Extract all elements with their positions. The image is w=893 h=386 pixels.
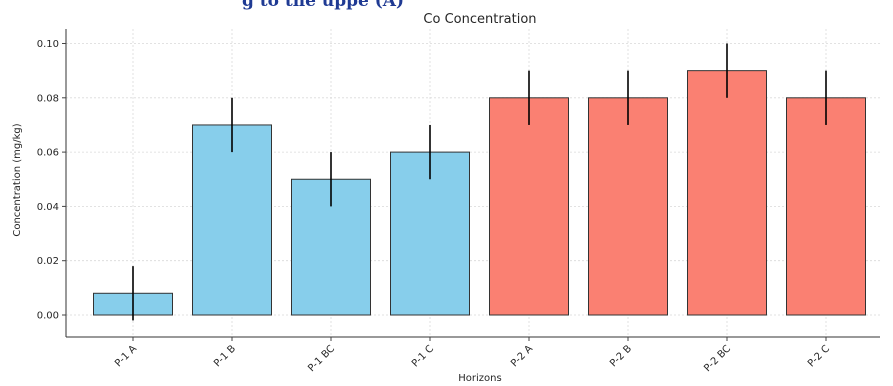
header-fragment-text: g to the uppe (A) xyxy=(242,0,405,11)
x-tick-label: P-1 C xyxy=(410,343,436,369)
y-axis-label: Concentration (mg/kg) xyxy=(12,123,23,236)
bar-p-2-bc xyxy=(687,70,767,316)
y-tick-label: 0.00 xyxy=(37,311,59,322)
x-tick-label: P-2 BC xyxy=(702,343,733,374)
bar-p-2-a xyxy=(489,97,569,316)
header-fragment: g to the uppe (A) xyxy=(0,0,893,14)
bar-p-1-b xyxy=(192,124,272,316)
x-tick-label: P-2 A xyxy=(509,343,535,369)
y-tick-label: 0.06 xyxy=(37,148,59,159)
chart-title: Co Concentration xyxy=(423,12,536,27)
bars-layer xyxy=(93,70,866,316)
axes-layer xyxy=(65,29,880,338)
x-tick-label: P-2 B xyxy=(608,343,634,369)
x-tick-label: P-2 C xyxy=(806,343,832,369)
x-tick-label: P-1 BC xyxy=(306,343,337,374)
bar-p-2-c xyxy=(786,97,866,316)
x-axis-label: Horizons xyxy=(458,373,501,384)
x-tick-label: P-1 B xyxy=(212,343,238,369)
y-tick-label: 0.02 xyxy=(37,256,59,267)
x-tick-label: P-1 A xyxy=(113,343,139,369)
error-bars-layer xyxy=(132,43,827,321)
y-tick-label: 0.10 xyxy=(37,39,59,50)
y-tick-label: 0.08 xyxy=(37,93,59,104)
y-tick-label: 0.04 xyxy=(37,202,59,213)
bar-p-2-b xyxy=(588,97,668,316)
